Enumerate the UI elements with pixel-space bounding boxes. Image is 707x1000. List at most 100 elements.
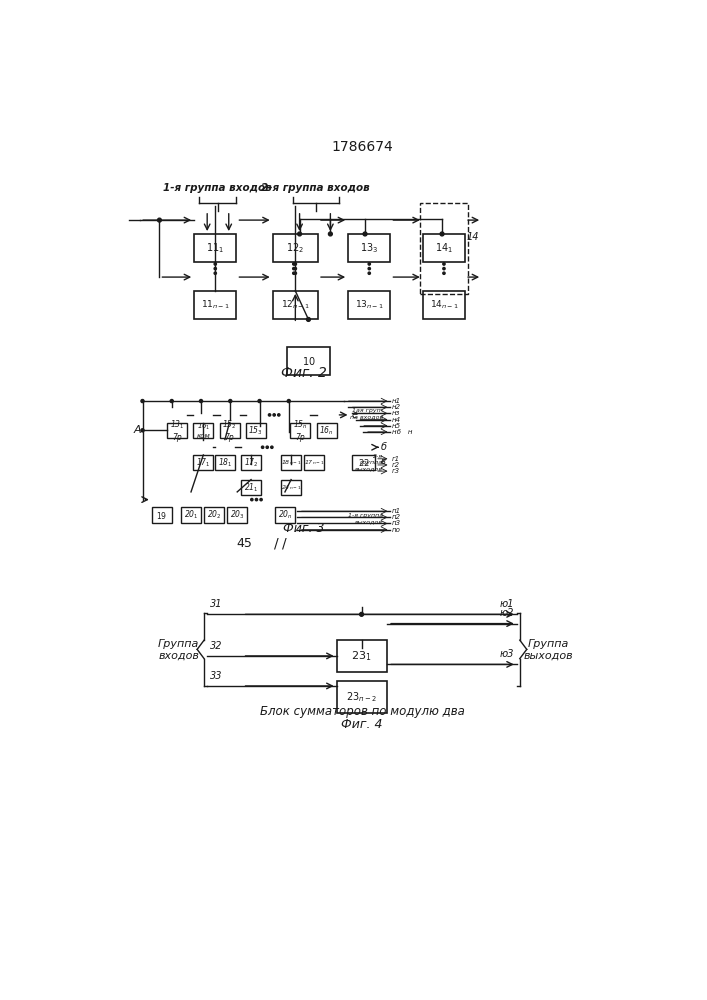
Circle shape: [443, 272, 445, 274]
Circle shape: [273, 414, 275, 416]
Text: 1786674: 1786674: [331, 140, 393, 154]
Circle shape: [368, 263, 370, 265]
FancyBboxPatch shape: [281, 480, 301, 495]
FancyBboxPatch shape: [317, 423, 337, 438]
Circle shape: [443, 263, 445, 265]
FancyBboxPatch shape: [193, 423, 214, 438]
Text: 13$_1$
7р: 13$_1$ 7р: [170, 419, 185, 442]
Circle shape: [293, 263, 295, 265]
Circle shape: [266, 446, 269, 448]
FancyBboxPatch shape: [348, 291, 390, 319]
Text: 16$_n$: 16$_n$: [319, 424, 334, 437]
Text: $12_2$: $12_2$: [286, 241, 305, 255]
FancyBboxPatch shape: [204, 507, 224, 523]
Text: 20$_n$: 20$_n$: [278, 509, 293, 521]
Circle shape: [260, 498, 262, 501]
Text: e: e: [352, 410, 358, 420]
Text: $14_1$: $14_1$: [435, 241, 453, 255]
Text: $22$: $22$: [358, 457, 369, 468]
FancyBboxPatch shape: [215, 455, 235, 470]
Text: 24$_{n-1}$: 24$_{n-1}$: [281, 483, 301, 492]
FancyBboxPatch shape: [337, 681, 387, 713]
FancyBboxPatch shape: [337, 640, 387, 672]
Circle shape: [294, 267, 296, 270]
Text: $11_1$: $11_1$: [206, 241, 224, 255]
Text: н2: н2: [392, 404, 401, 410]
FancyBboxPatch shape: [423, 291, 465, 319]
Circle shape: [214, 272, 216, 274]
FancyBboxPatch shape: [291, 423, 310, 438]
Text: $11_{п-1}$: $11_{п-1}$: [201, 299, 230, 311]
Text: $23_1$: $23_1$: [351, 649, 372, 663]
Text: по: по: [392, 527, 401, 533]
Text: н5: н5: [392, 423, 401, 429]
Text: Фиг. 2: Фиг. 2: [281, 366, 327, 380]
FancyBboxPatch shape: [348, 234, 390, 262]
Text: 32: 32: [210, 641, 223, 651]
FancyBboxPatch shape: [273, 291, 318, 319]
Circle shape: [294, 272, 296, 274]
Circle shape: [269, 414, 271, 416]
FancyBboxPatch shape: [246, 423, 266, 438]
Text: нз: нз: [392, 410, 400, 416]
Circle shape: [278, 414, 280, 416]
FancyBboxPatch shape: [304, 455, 325, 470]
Text: 17$_2$: 17$_2$: [244, 456, 259, 469]
Circle shape: [298, 232, 301, 236]
Circle shape: [363, 232, 367, 236]
Text: 15$_n$
7р: 15$_n$ 7р: [293, 419, 308, 442]
Circle shape: [360, 612, 363, 616]
Circle shape: [307, 318, 310, 321]
Text: 20$_1$: 20$_1$: [184, 509, 199, 521]
Text: $13_{п-1}$: $13_{п-1}$: [355, 299, 384, 311]
Circle shape: [293, 272, 295, 274]
Text: п1: п1: [392, 508, 401, 514]
Text: Группа
входов: Группа входов: [158, 639, 199, 661]
Text: ю3: ю3: [499, 649, 514, 659]
Text: A: A: [134, 425, 141, 435]
FancyBboxPatch shape: [423, 234, 465, 262]
Text: в: в: [380, 457, 385, 466]
Text: Группа
выходов: Группа выходов: [523, 639, 573, 661]
Circle shape: [287, 400, 291, 403]
Circle shape: [199, 400, 203, 403]
Text: г1: г1: [392, 456, 400, 462]
FancyBboxPatch shape: [352, 455, 375, 470]
Text: п3: п3: [392, 520, 401, 526]
Text: г2: г2: [392, 462, 400, 468]
FancyBboxPatch shape: [241, 480, 261, 495]
FancyBboxPatch shape: [287, 347, 329, 375]
Circle shape: [141, 429, 144, 432]
Text: 21$_1$: 21$_1$: [244, 481, 258, 494]
Circle shape: [214, 267, 216, 270]
Text: 33: 33: [210, 671, 223, 681]
Text: $13_3$: $13_3$: [360, 241, 378, 255]
Text: Блок сумматоров по модулю два: Блок сумматоров по модулю два: [259, 705, 464, 718]
FancyBboxPatch shape: [167, 423, 187, 438]
Text: 45: 45: [236, 537, 252, 550]
Text: /: /: [274, 536, 279, 550]
Text: 14: 14: [467, 232, 479, 242]
Circle shape: [368, 272, 370, 274]
Circle shape: [329, 232, 332, 236]
Bar: [420, 203, 468, 294]
FancyBboxPatch shape: [194, 234, 236, 262]
Text: н4: н4: [392, 417, 401, 423]
Text: п2: п2: [392, 514, 401, 520]
Text: н6   н: н6 н: [392, 429, 412, 435]
Text: 1ая груп-
па входов: 1ая груп- па входов: [350, 408, 382, 419]
Text: н1: н1: [392, 398, 401, 404]
FancyBboxPatch shape: [227, 507, 247, 523]
FancyBboxPatch shape: [152, 507, 172, 523]
Text: г3: г3: [392, 468, 400, 474]
FancyBboxPatch shape: [275, 507, 295, 523]
Circle shape: [368, 267, 370, 270]
FancyBboxPatch shape: [281, 455, 301, 470]
Circle shape: [229, 400, 232, 403]
Text: Фиг. 4: Фиг. 4: [341, 718, 382, 731]
Text: 2-я группа входов: 2-я группа входов: [261, 183, 369, 193]
Text: 18$_1$: 18$_1$: [218, 456, 232, 469]
Text: $23_{п-2}$: $23_{п-2}$: [346, 690, 377, 704]
Text: /: /: [282, 536, 286, 550]
Text: 20$_2$: 20$_2$: [206, 509, 221, 521]
